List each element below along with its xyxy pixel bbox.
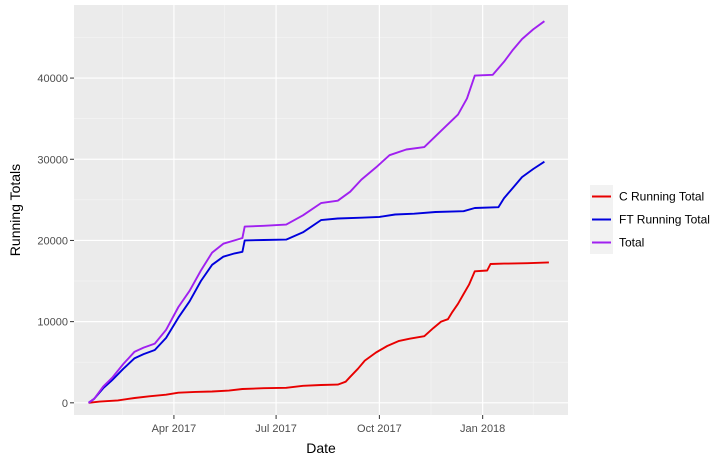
series-line	[88, 20, 545, 404]
legend-label: FT Running Total	[619, 213, 710, 227]
minor-gridlines	[74, 5, 568, 415]
y-tick-label: 30000	[37, 154, 68, 166]
legend-label: C Running Total	[619, 190, 704, 204]
y-tick-label: 40000	[37, 73, 68, 85]
x-axis-title: Date	[306, 440, 336, 456]
y-tick-label: 10000	[37, 317, 68, 329]
x-tick-label: Apr 2017	[152, 423, 197, 435]
major-gridlines	[74, 5, 568, 415]
y-axis-ticks: 0 10000 20000 30000 40000	[37, 73, 74, 410]
x-axis-ticks: Apr 2017 Jul 2017 Oct 2017 Jan 2018	[152, 415, 505, 435]
series-line	[88, 160, 545, 404]
x-tick-label: Jul 2017	[255, 423, 297, 435]
legend: C Running Total FT Running Total Total	[590, 185, 710, 254]
series-lines	[88, 20, 549, 404]
y-axis-title: Running Totals	[7, 164, 23, 256]
x-tick-label: Oct 2017	[357, 423, 402, 435]
x-tick-label: Jan 2018	[460, 423, 505, 435]
legend-label: Total	[619, 236, 644, 250]
y-tick-label: 0	[62, 398, 68, 410]
plot-panel	[74, 5, 568, 415]
series-line	[88, 261, 549, 404]
y-tick-label: 20000	[37, 235, 68, 247]
